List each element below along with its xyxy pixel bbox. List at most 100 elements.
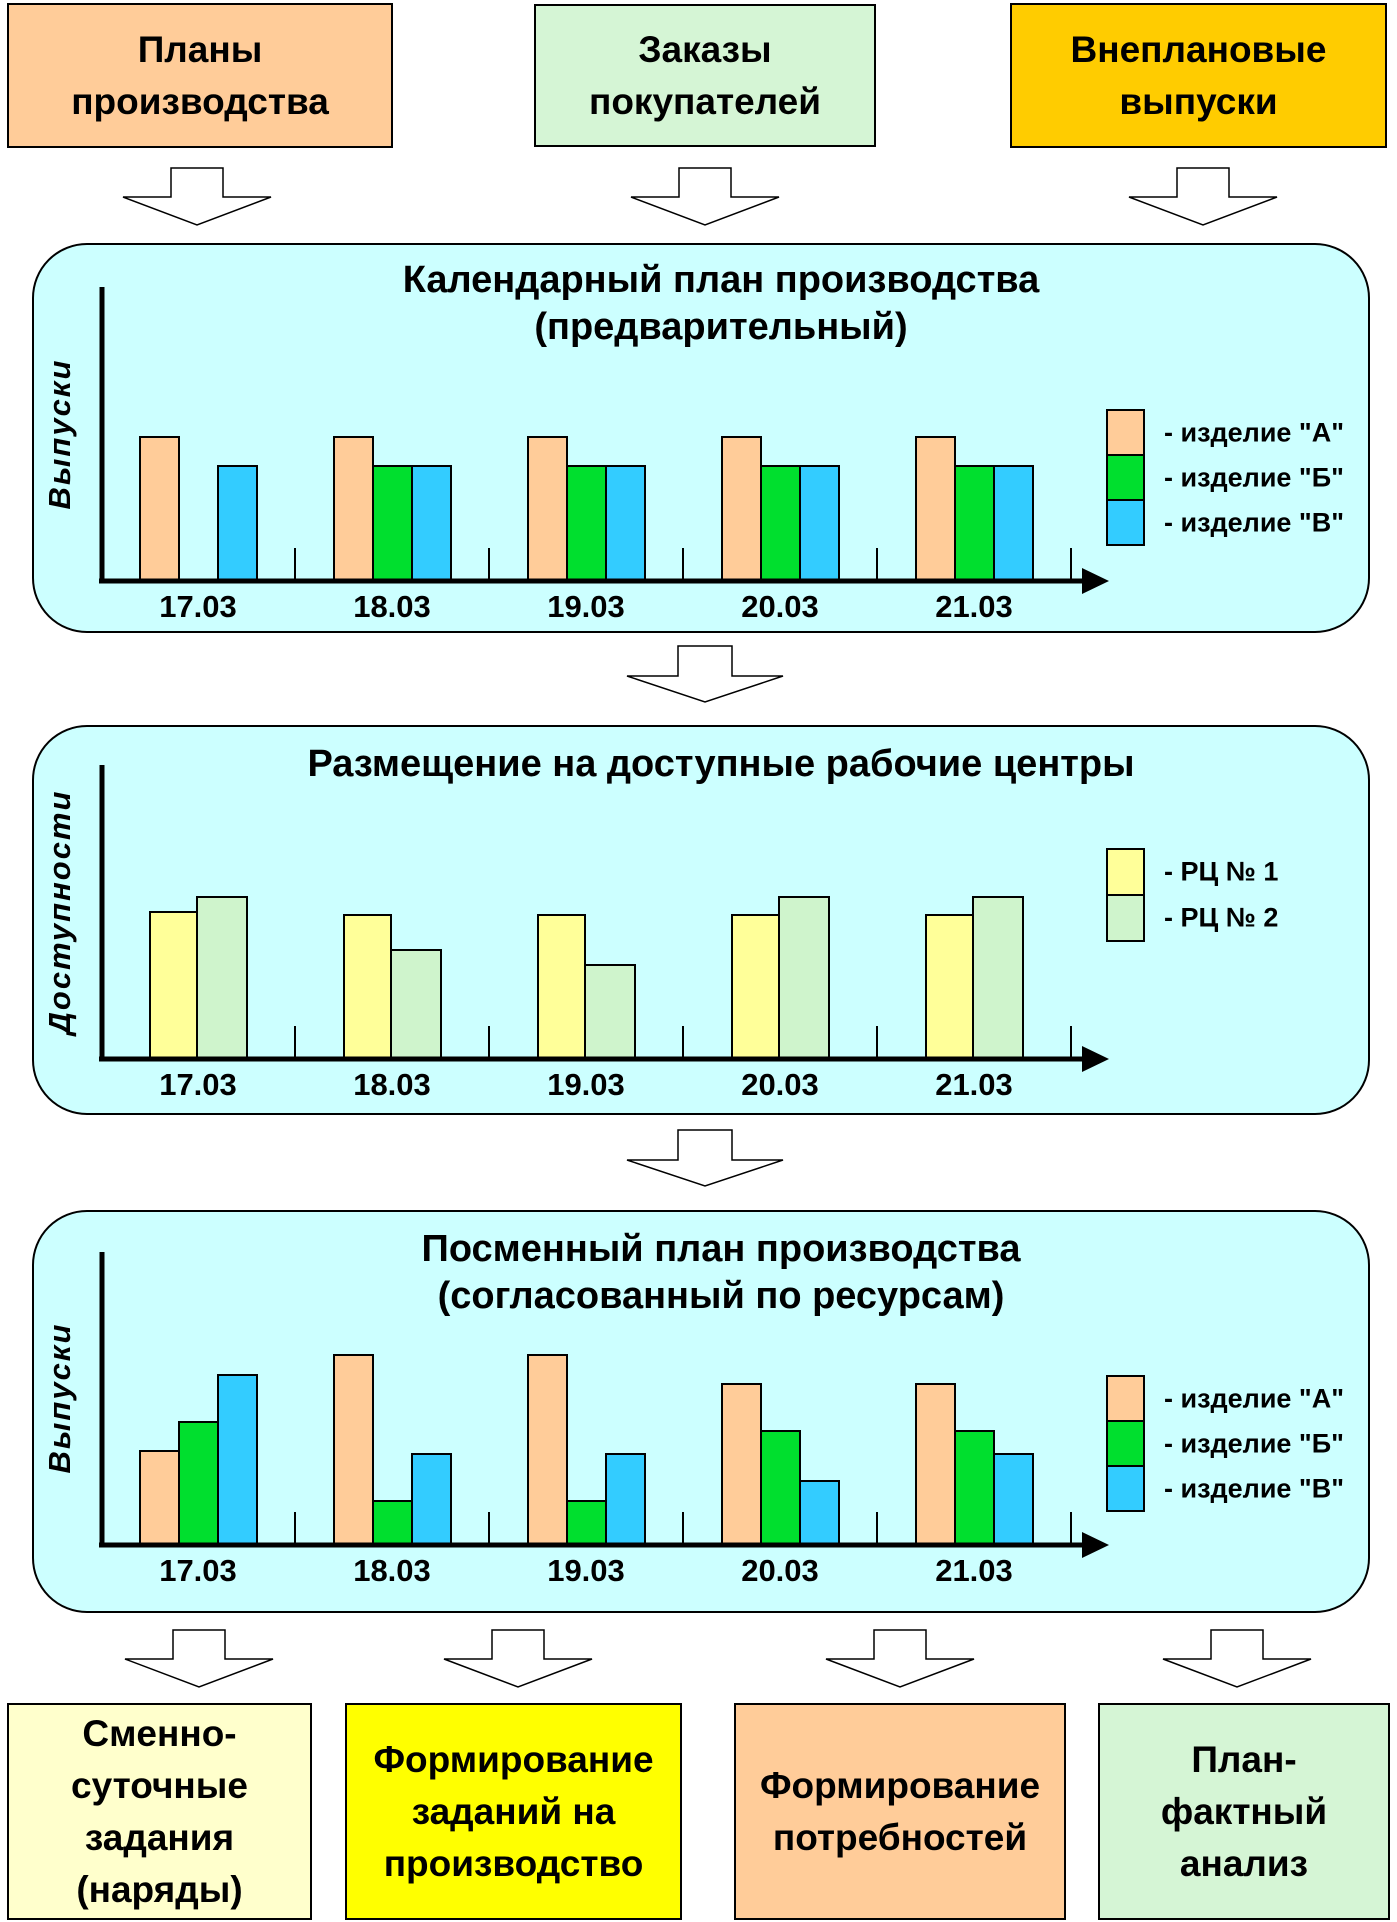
legend-swatch	[1106, 454, 1145, 501]
legend-swatch	[1106, 499, 1145, 546]
bar	[760, 465, 801, 582]
x-axis-arrowhead-icon	[1082, 568, 1109, 594]
bar	[527, 436, 568, 582]
source-box-unplanned-releases: Внеплановые выпуски	[1010, 3, 1387, 148]
date-label: 18.03	[353, 589, 431, 624]
bar	[411, 465, 452, 582]
legend-label: - изделие "В"	[1164, 507, 1345, 537]
bar	[537, 914, 586, 1060]
down-arrow-icon	[443, 1629, 593, 1688]
bar	[993, 465, 1034, 582]
date-label: 19.03	[547, 1553, 625, 1588]
bar	[799, 1480, 840, 1546]
source-box-production-plans: Планы производства	[7, 3, 393, 148]
down-arrow-icon	[124, 1629, 274, 1688]
down-arrow-icon	[1162, 1629, 1312, 1688]
date-label: 17.03	[159, 1067, 237, 1102]
bar	[390, 949, 442, 1060]
date-label: 20.03	[741, 1553, 819, 1588]
legend-swatch	[1106, 1420, 1145, 1467]
source-box-customer-orders-label: Заказы покупателей	[588, 28, 821, 122]
bar	[721, 1383, 762, 1546]
bar	[343, 914, 392, 1060]
bar	[411, 1453, 452, 1546]
date-label: 21.03	[935, 1067, 1013, 1102]
date-label: 17.03	[159, 1553, 237, 1588]
down-arrow-icon	[626, 645, 784, 703]
bar	[139, 1450, 180, 1546]
bar-chart-work-centers	[99, 765, 1109, 1072]
bar	[605, 465, 646, 582]
date-label: 19.03	[547, 1067, 625, 1102]
legend-label: - РЦ № 1	[1164, 856, 1279, 887]
date-label: 19.03	[547, 589, 625, 624]
legend-swatch	[1106, 1465, 1145, 1512]
date-label: 18.03	[353, 1553, 431, 1588]
bar	[527, 1354, 568, 1546]
x-axis-arrowhead-icon	[1082, 1532, 1109, 1558]
bar	[584, 964, 636, 1060]
bar	[217, 1374, 258, 1546]
panel-shift-plan: Посменный план производства (согласованн…	[32, 1210, 1370, 1613]
source-box-customer-orders: Заказы покупателей	[534, 4, 876, 147]
down-arrow-icon	[630, 167, 780, 226]
bar-chart-shift-plan	[99, 1252, 1109, 1558]
bar	[566, 465, 607, 582]
source-box-unplanned-releases-label: Внеплановые выпуски	[1070, 28, 1327, 122]
output-box-production-task-generation-label: Формирование заданий на производство	[373, 1738, 654, 1884]
output-box-plan-fact-analysis: План- фактный анализ	[1098, 1703, 1390, 1920]
bar	[972, 896, 1024, 1060]
panel-work-center-placement-title: Размещение на доступные рабочие центры	[307, 743, 1135, 785]
panel-shift-plan-title: Посменный план производства (согласованн…	[421, 1228, 1021, 1317]
output-box-shift-daily-tasks-label: Сменно- суточные задания (наряды)	[71, 1712, 248, 1910]
bar	[915, 436, 956, 582]
bar	[731, 914, 780, 1060]
bar	[954, 465, 995, 582]
bar	[993, 1453, 1034, 1546]
legend-label: - изделие "Б"	[1164, 1428, 1344, 1458]
down-arrow-icon	[825, 1629, 975, 1688]
output-box-plan-fact-analysis-label: План- фактный анализ	[1160, 1738, 1328, 1884]
x-axis-arrowhead-icon	[1082, 1046, 1109, 1072]
source-box-production-plans-label: Планы производства	[71, 28, 329, 122]
legend-swatch	[1106, 848, 1145, 896]
bar	[217, 465, 258, 582]
legend-swatch	[1106, 1375, 1145, 1422]
output-box-requirements-generation-label: Формирование потребностей	[759, 1764, 1041, 1858]
bar	[721, 436, 762, 582]
bar	[139, 436, 180, 582]
date-label: 21.03	[935, 589, 1013, 624]
output-box-shift-daily-tasks: Сменно- суточные задания (наряды)	[7, 1703, 312, 1920]
legend-label: - изделие "Б"	[1164, 462, 1344, 492]
down-arrow-icon	[122, 167, 272, 226]
output-box-production-task-generation: Формирование заданий на производство	[345, 1703, 682, 1920]
date-label: 18.03	[353, 1067, 431, 1102]
bar	[605, 1453, 646, 1546]
legend-label: - РЦ № 2	[1164, 902, 1279, 933]
bar	[954, 1430, 995, 1546]
down-arrow-icon	[626, 1129, 784, 1187]
bar	[178, 1421, 219, 1546]
legend-label: - изделие "В"	[1164, 1473, 1345, 1503]
legend-swatch	[1106, 894, 1145, 942]
panel-work-center-placement: Размещение на доступные рабочие центры Д…	[32, 725, 1370, 1115]
date-label: 20.03	[741, 589, 819, 624]
bar	[799, 465, 840, 582]
date-label: 21.03	[935, 1553, 1013, 1588]
output-box-requirements-generation: Формирование потребностей	[734, 1703, 1066, 1920]
panel-calendar-plan: Календарный план производства (предварит…	[32, 243, 1370, 633]
bar	[778, 896, 830, 1060]
bar	[760, 1430, 801, 1546]
bar	[196, 896, 248, 1060]
bar	[566, 1500, 607, 1546]
down-arrow-icon	[1128, 167, 1278, 226]
bar	[333, 1354, 374, 1546]
bar	[372, 1500, 413, 1546]
bar-chart-calendar-plan	[99, 287, 1109, 594]
legend-swatch	[1106, 409, 1145, 456]
date-label: 17.03	[159, 589, 237, 624]
panel-calendar-plan-title: Календарный план производства (предварит…	[402, 259, 1040, 348]
bar	[372, 465, 413, 582]
bar	[149, 911, 198, 1060]
